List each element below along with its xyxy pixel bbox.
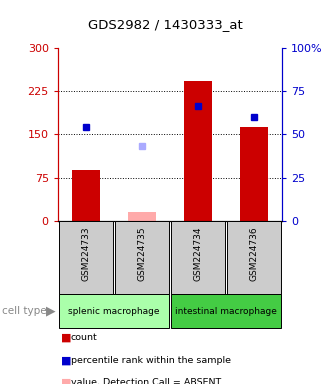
Bar (171, 294, 281, 328)
Text: ■: ■ (61, 355, 72, 365)
Bar (59, 221, 113, 294)
Text: GSM224736: GSM224736 (249, 226, 259, 281)
Text: count: count (71, 333, 98, 343)
Bar (115, 221, 169, 294)
Text: value, Detection Call = ABSENT: value, Detection Call = ABSENT (71, 378, 221, 384)
Bar (128, 212, 156, 221)
Bar (59, 294, 169, 328)
Text: GSM224734: GSM224734 (193, 227, 203, 281)
Bar (171, 221, 225, 294)
Text: percentile rank within the sample: percentile rank within the sample (71, 356, 231, 365)
Bar (240, 127, 268, 221)
Text: ■: ■ (61, 377, 72, 384)
Text: ■: ■ (61, 333, 72, 343)
Bar (184, 81, 212, 221)
Text: intestinal macrophage: intestinal macrophage (175, 306, 277, 316)
Text: GSM224733: GSM224733 (81, 226, 90, 281)
Text: cell type: cell type (2, 306, 46, 316)
Text: GSM224735: GSM224735 (137, 226, 147, 281)
Text: GDS2982 / 1430333_at: GDS2982 / 1430333_at (88, 18, 242, 31)
Text: splenic macrophage: splenic macrophage (68, 306, 160, 316)
Bar (72, 170, 100, 221)
Bar (227, 221, 281, 294)
Text: ▶: ▶ (46, 305, 56, 318)
